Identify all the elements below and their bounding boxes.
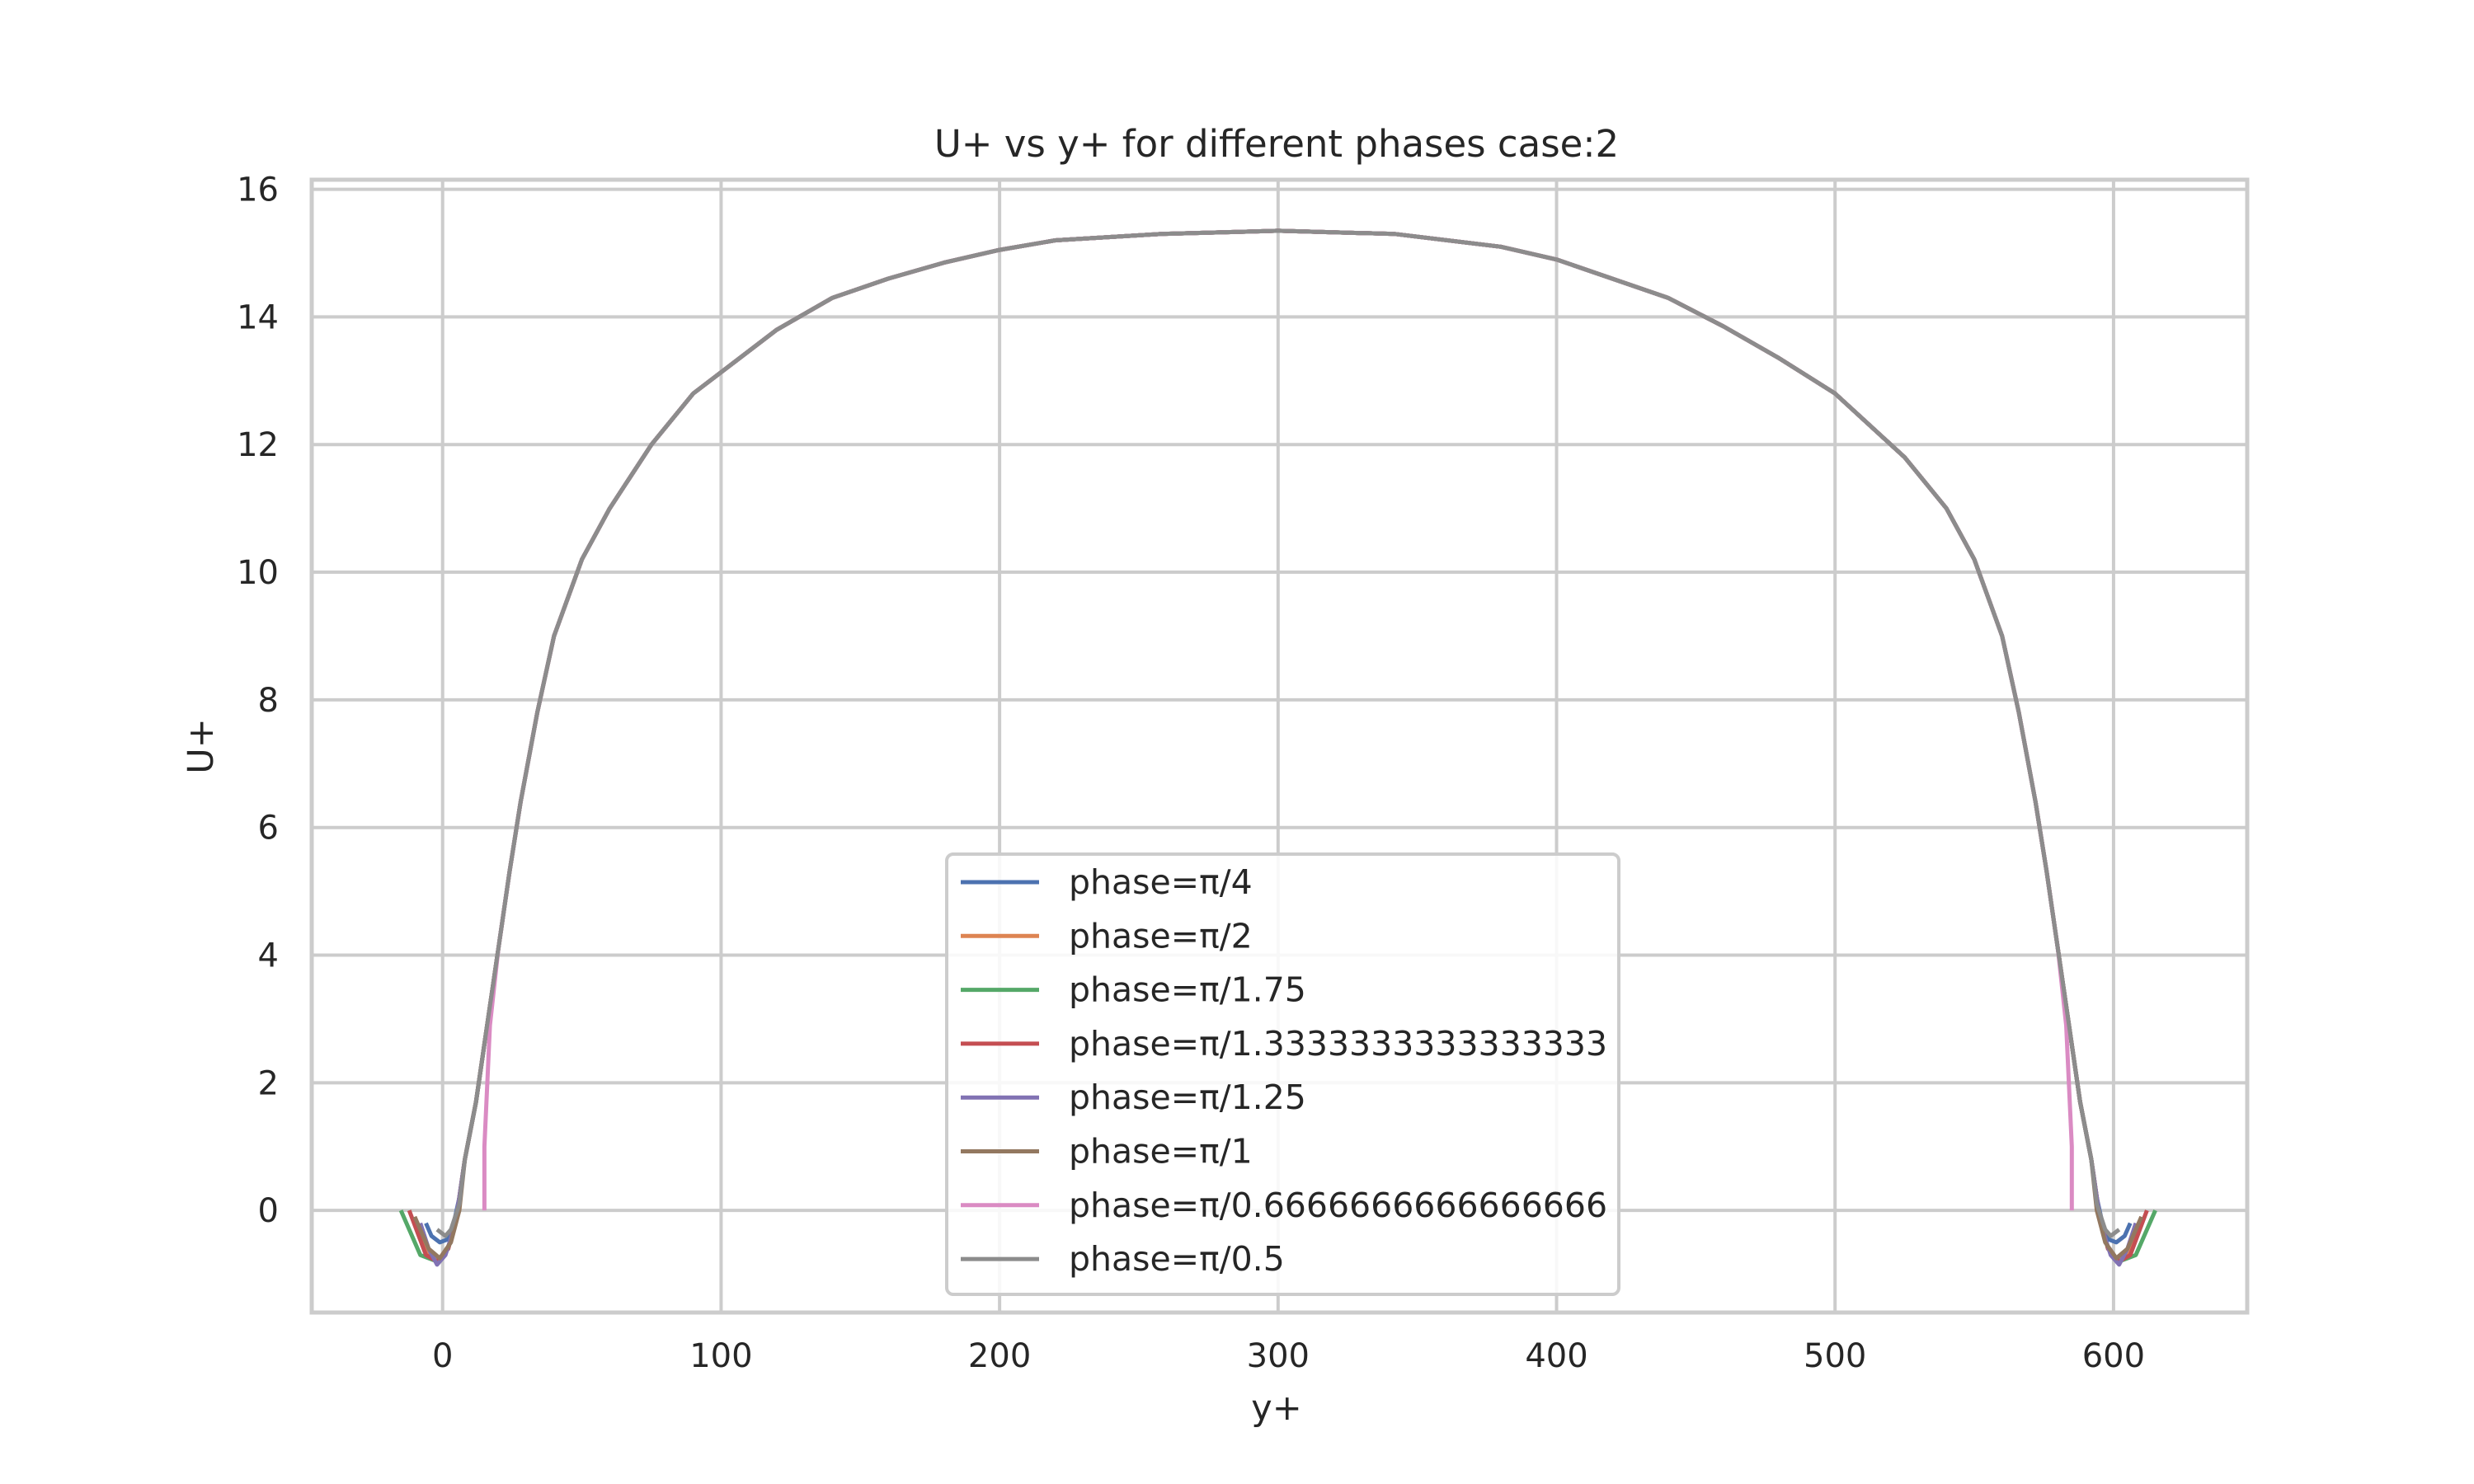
x-tick-label: 200	[968, 1337, 1031, 1375]
legend-label: phase=π/0.5	[1069, 1239, 1285, 1279]
legend-label: phase=π/4	[1069, 862, 1253, 902]
legend-label: phase=π/1.3333333333333333	[1069, 1024, 1607, 1064]
x-tick-label: 300	[1247, 1337, 1310, 1375]
y-axis-label: U+	[181, 718, 222, 774]
x-tick-label: 400	[1525, 1337, 1587, 1375]
legend-frame	[945, 852, 1620, 1296]
y-tick-label: 2	[258, 1064, 279, 1102]
y-tick-label: 14	[237, 298, 279, 336]
y-tick-label: 0	[258, 1192, 279, 1230]
legend-label: phase=π/0.6666666666666666	[1069, 1186, 1607, 1225]
x-tick-label: 100	[689, 1337, 752, 1375]
x-tick-label: 600	[2082, 1337, 2145, 1375]
x-tick-label: 0	[432, 1337, 453, 1375]
y-tick-label: 12	[237, 426, 279, 464]
series-line-8	[435, 228, 2121, 1238]
legend-label: phase=π/2	[1069, 916, 1253, 956]
y-tick-label: 4	[258, 937, 279, 975]
tick-labels: 0 100 200 300 400 500 600 0 2 4 6 8 10 12 14 16	[237, 171, 2145, 1375]
y-tick-label: 8	[258, 682, 279, 720]
x-tick-label: 500	[1804, 1337, 1866, 1375]
series-lines	[398, 228, 2157, 1267]
axes-frame	[309, 177, 2250, 1315]
y-tick-label: 16	[237, 171, 279, 209]
y-tick-label: 6	[258, 810, 279, 848]
legend: phase=π/4 phase=π/2 phase=π/1.75 phase=π/1.…	[945, 852, 1620, 1296]
y-tick-label: 10	[237, 554, 279, 592]
chart-title: U+ vs y+ for different phases case:2	[934, 122, 1619, 166]
legend-label: phase=π/1.75	[1069, 970, 1306, 1010]
x-axis-label: y+	[1251, 1388, 1301, 1429]
legend-label: phase=π/1.25	[1069, 1078, 1306, 1117]
legend-label: phase=π/1	[1069, 1132, 1253, 1172]
